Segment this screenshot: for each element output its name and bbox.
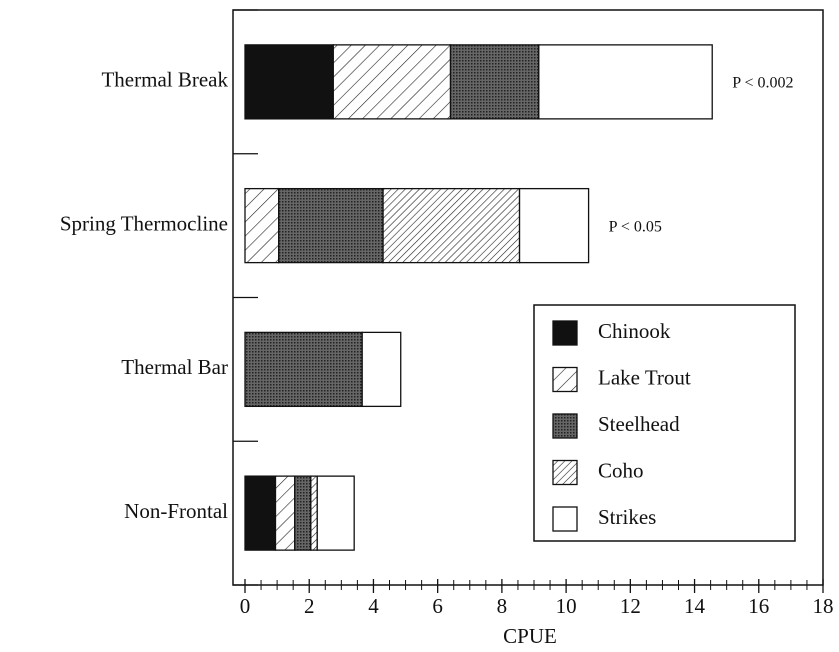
bar-segment xyxy=(449,44,540,120)
y-tick-label: Thermal Break xyxy=(101,68,228,92)
legend-swatch xyxy=(552,366,578,393)
bar-segment xyxy=(361,331,402,408)
bar-segment xyxy=(310,475,318,551)
legend-label: Lake Trout xyxy=(598,365,691,389)
bar-segment xyxy=(294,475,312,551)
x-axis-label: CPUE xyxy=(503,624,557,648)
y-tick-label: Spring Thermocline xyxy=(60,211,228,235)
x-tick-label: 12 xyxy=(620,594,641,618)
bar-segment xyxy=(538,44,713,120)
legend-label: Coho xyxy=(598,458,644,482)
x-tick-label: 8 xyxy=(497,594,508,618)
x-tick-label: 4 xyxy=(368,594,379,618)
annotation: P < 0.05 xyxy=(609,218,662,235)
x-tick-label: 6 xyxy=(432,594,443,618)
annotation: P < 0.002 xyxy=(732,75,793,92)
x-tick-label: 16 xyxy=(748,594,769,618)
x-tick-label: 18 xyxy=(813,594,834,618)
bar-segment xyxy=(382,187,521,264)
legend-swatch xyxy=(552,506,578,532)
bar-segment xyxy=(316,475,355,551)
bar-segment xyxy=(244,475,277,551)
legend-swatch xyxy=(552,459,578,486)
legend-swatch xyxy=(552,320,578,346)
bar-segment xyxy=(244,187,280,264)
x-tick-label: 14 xyxy=(684,594,706,618)
bar-segment xyxy=(274,475,296,551)
x-tick-label: 10 xyxy=(556,594,577,618)
bar-segment xyxy=(332,44,452,120)
bar-segment xyxy=(278,187,384,264)
y-tick-label: Thermal Bar xyxy=(121,355,228,379)
bar-segment xyxy=(244,331,363,408)
x-tick-label: 2 xyxy=(304,594,315,618)
x-tick-label: 0 xyxy=(240,594,251,618)
y-tick-label: Non-Frontal xyxy=(124,499,228,523)
bar-segment xyxy=(518,187,590,264)
legend-swatch xyxy=(552,413,578,439)
legend-label: Strikes xyxy=(598,505,656,529)
legend-label: Chinook xyxy=(598,319,671,343)
bar-segment xyxy=(244,44,334,120)
legend-label: Steelhead xyxy=(598,412,680,436)
